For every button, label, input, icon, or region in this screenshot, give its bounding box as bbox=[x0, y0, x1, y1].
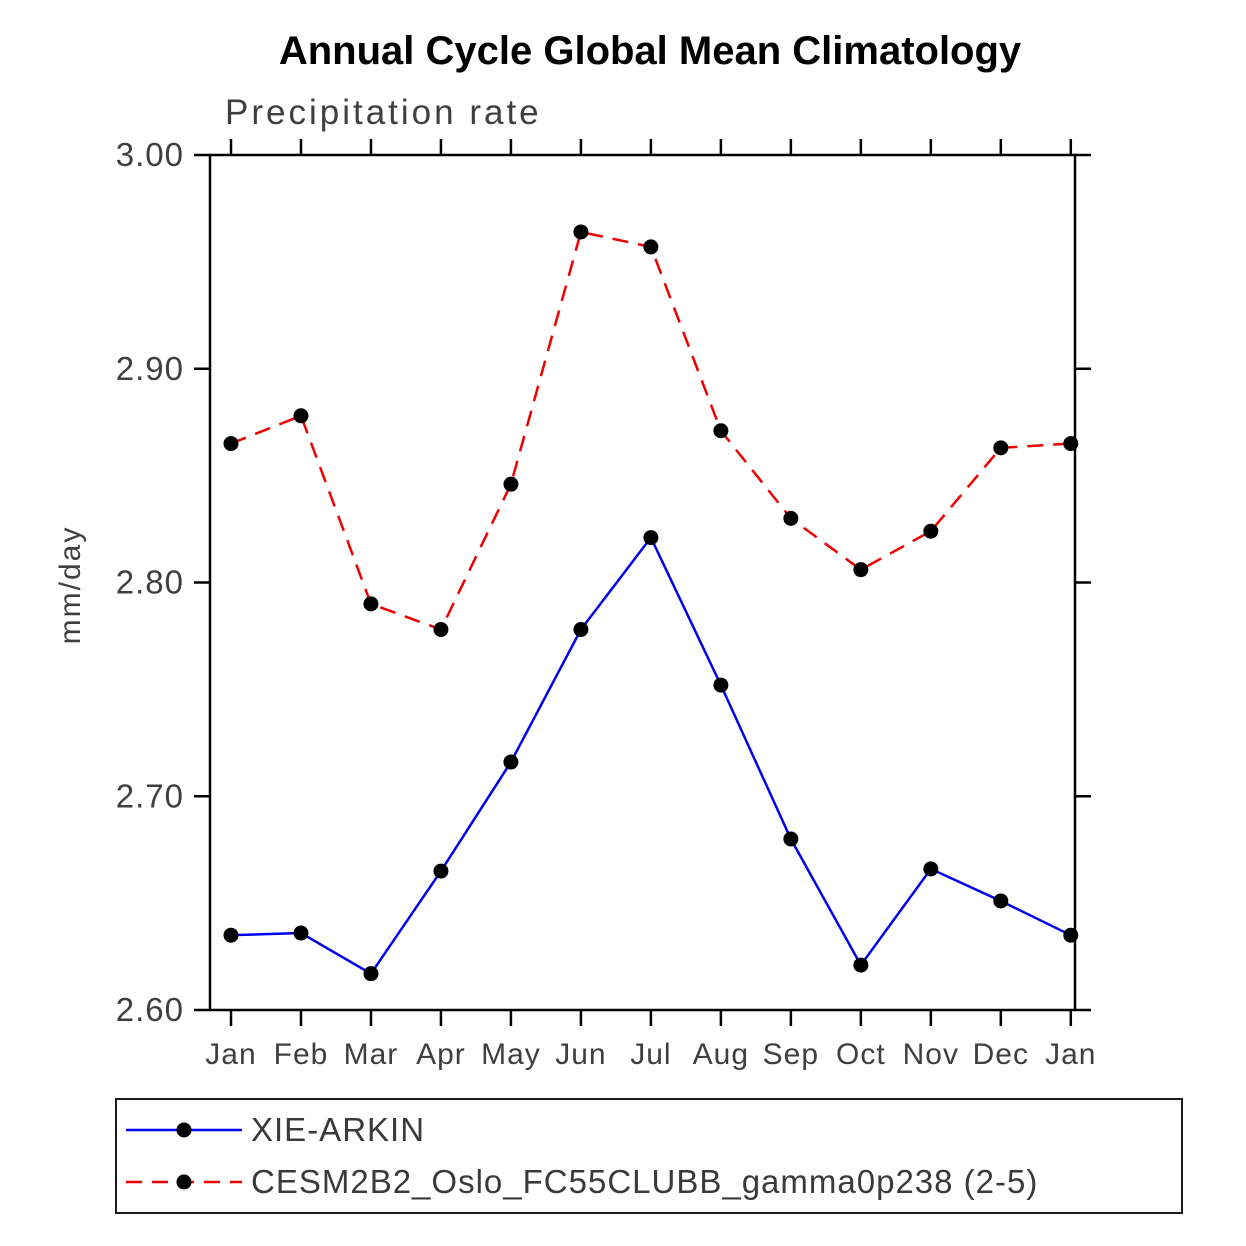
legend-marker-dot bbox=[176, 1174, 192, 1190]
y-tick-label: 2.90 bbox=[116, 350, 184, 387]
data-point-marker bbox=[713, 423, 729, 439]
x-tick-label: May bbox=[481, 1038, 541, 1071]
data-point-marker bbox=[853, 562, 869, 578]
data-point-marker bbox=[363, 966, 379, 982]
data-point-marker bbox=[923, 523, 939, 539]
x-tick-label: Sep bbox=[763, 1038, 819, 1071]
plot-area: Jan Feb Mar Apr May Jun Jul Aug Sep Oct Nov Dec Jan 3… bbox=[116, 136, 1096, 1071]
x-tick-label: Feb bbox=[274, 1038, 329, 1071]
data-point-marker bbox=[433, 622, 449, 638]
data-point-marker bbox=[643, 239, 659, 255]
series-line bbox=[230, 535, 1072, 976]
data-point-marker bbox=[643, 530, 659, 546]
axis-frame bbox=[208, 153, 1077, 1012]
data-point-marker bbox=[573, 224, 589, 240]
data-point-marker bbox=[923, 861, 939, 877]
data-point-marker bbox=[783, 831, 799, 847]
legend-label-xie-arkin: XIE-ARKIN bbox=[251, 1111, 426, 1148]
x-tick-label: Jan bbox=[1045, 1038, 1096, 1071]
data-point-marker bbox=[853, 957, 869, 973]
y-tick-label: 2.80 bbox=[116, 564, 184, 601]
x-tick-label: Aug bbox=[693, 1038, 749, 1071]
x-tick-label: Mar bbox=[344, 1038, 399, 1071]
chart-subtitle: Precipitation rate bbox=[225, 93, 542, 132]
data-point-marker bbox=[573, 622, 589, 638]
data-point-marker bbox=[293, 408, 309, 424]
data-point-marker bbox=[503, 476, 519, 492]
data-point-marker bbox=[433, 863, 449, 879]
data-point-marker bbox=[783, 510, 799, 526]
x-tick-label: Jul bbox=[630, 1038, 671, 1071]
y-tick-label: 2.70 bbox=[116, 777, 184, 814]
chart-title: Annual Cycle Global Mean Climatology bbox=[279, 29, 1022, 73]
x-tick-label: Oct bbox=[836, 1038, 886, 1071]
data-point-marker bbox=[223, 927, 239, 943]
x-tick-label: Nov bbox=[903, 1038, 959, 1071]
x-tick-label: Jan bbox=[205, 1038, 256, 1071]
data-point-marker bbox=[363, 596, 379, 612]
x-tick-label: Dec bbox=[973, 1038, 1029, 1071]
x-tick-label: Apr bbox=[416, 1038, 466, 1071]
legend: XIE-ARKIN CESM2B2_Oslo_FC55CLUBB_gamma0p… bbox=[115, 1098, 1183, 1214]
y-tick-label: 2.60 bbox=[116, 991, 184, 1028]
data-point-marker bbox=[993, 893, 1009, 909]
data-point-marker bbox=[1063, 927, 1079, 943]
series-line bbox=[230, 230, 1071, 632]
legend-item-cesm2b2: CESM2B2_Oslo_FC55CLUBB_gamma0p238 (2-5) bbox=[123, 1156, 1175, 1208]
legend-line-sample-dashed bbox=[126, 1174, 242, 1190]
legend-marker-dot bbox=[176, 1122, 192, 1138]
data-point-marker bbox=[223, 436, 239, 452]
y-axis-label: mm/day bbox=[54, 526, 87, 645]
legend-item-xie-arkin: XIE-ARKIN bbox=[123, 1104, 1175, 1156]
x-tick-label: Jun bbox=[555, 1038, 606, 1071]
data-point-marker bbox=[713, 677, 729, 693]
data-point-marker bbox=[503, 754, 519, 770]
data-point-marker bbox=[993, 440, 1009, 456]
data-point-marker bbox=[293, 925, 309, 941]
y-tick-label: 3.00 bbox=[116, 136, 184, 173]
legend-line-sample-solid bbox=[126, 1122, 242, 1138]
legend-label-cesm2b2: CESM2B2_Oslo_FC55CLUBB_gamma0p238 (2-5) bbox=[251, 1163, 1039, 1200]
data-point-marker bbox=[1063, 436, 1079, 452]
